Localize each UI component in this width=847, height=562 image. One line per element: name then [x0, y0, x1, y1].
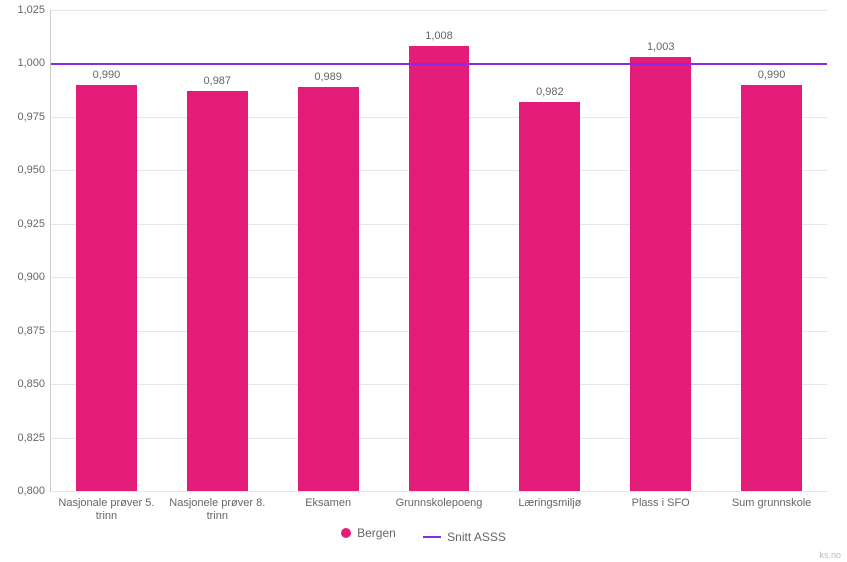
x-axis-category: Sum grunnskole — [716, 497, 827, 510]
x-axis-category: Grunnskolepoeng — [384, 497, 495, 510]
bar: 1,008 — [409, 46, 470, 491]
bar: 0,982 — [519, 102, 580, 491]
bar: 0,989 — [298, 87, 359, 491]
y-axis-tick: 0,875 — [17, 325, 45, 337]
bar-value-label: 0,989 — [298, 71, 359, 83]
legend-label-snitt: Snitt ASSS — [447, 530, 506, 544]
y-axis-tick: 0,950 — [17, 164, 45, 176]
legend-label-bergen: Bergen — [357, 526, 396, 540]
y-axis-tick: 0,850 — [17, 378, 45, 390]
bar: 0,990 — [76, 85, 137, 491]
x-axis-category: Læringsmiljø — [494, 497, 605, 510]
bar-value-label: 0,990 — [76, 69, 137, 81]
plot-area: 0,8000,8250,8500,8750,9000,9250,9500,975… — [50, 10, 827, 492]
bar: 0,990 — [741, 85, 802, 491]
legend-item-snitt: Snitt ASSS — [423, 530, 506, 544]
gridline — [51, 10, 827, 11]
reference-line — [51, 63, 827, 65]
y-axis-tick: 0,800 — [17, 485, 45, 497]
y-axis-tick: 1,025 — [17, 4, 45, 16]
bar-value-label: 1,003 — [630, 41, 691, 53]
bar: 1,003 — [630, 57, 691, 491]
legend: Bergen Snitt ASSS — [0, 526, 847, 544]
y-axis-tick: 0,900 — [17, 271, 45, 283]
x-axis-category: Plass i SFO — [605, 497, 716, 510]
y-axis-tick: 0,925 — [17, 218, 45, 230]
legend-dot-icon — [341, 528, 351, 538]
legend-line-icon — [423, 536, 441, 538]
watermark: ks.no — [819, 550, 841, 560]
chart-container: 0,800 0,825 0,850 0,875 0,900 0,925 0,950 0,975… — [0, 0, 847, 562]
x-axis-category: Nasjonele prøver 8. trinn — [162, 497, 273, 522]
bar-value-label: 0,990 — [741, 69, 802, 81]
bar-value-label: 1,008 — [409, 30, 470, 42]
y-axis-tick: 1,000 — [17, 57, 45, 69]
gridline — [51, 491, 827, 492]
x-axis-category: Eksamen — [273, 497, 384, 510]
bar-value-label: 0,987 — [187, 75, 248, 87]
legend-item-bergen: Bergen — [341, 526, 396, 540]
y-axis-tick: 0,825 — [17, 432, 45, 444]
y-axis-tick: 0,975 — [17, 111, 45, 123]
x-axis-category: Nasjonale prøver 5. trinn — [51, 497, 162, 522]
bar: 0,987 — [187, 91, 248, 491]
bar-value-label: 0,982 — [519, 86, 580, 98]
